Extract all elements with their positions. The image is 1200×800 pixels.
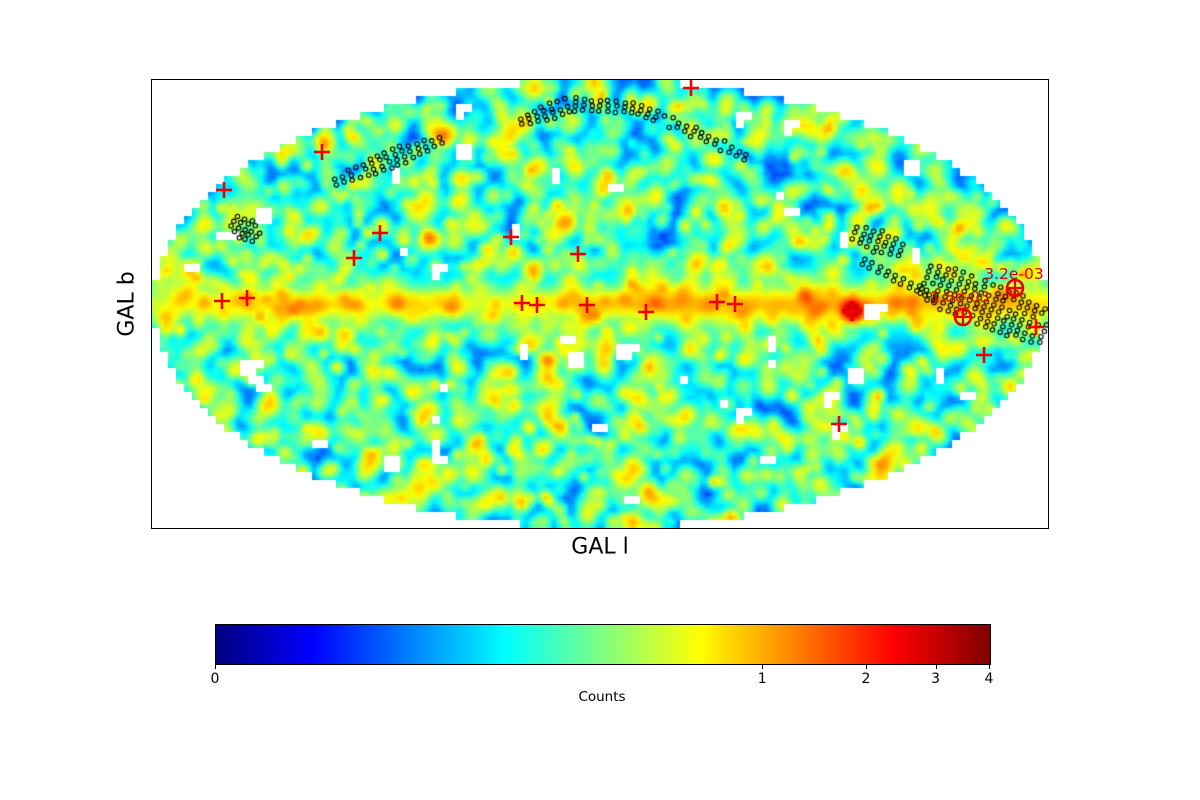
source-plus-marker: [239, 290, 255, 306]
colorbar-tick-mark: [215, 664, 216, 669]
colorbar-label: Counts: [578, 689, 626, 705]
detection-circled-plus-cross: [955, 309, 971, 325]
colorbar-tick-label: 2: [861, 671, 871, 687]
source-plus-marker: [831, 416, 847, 432]
source-plus-marker: [1028, 319, 1044, 335]
source-plus-marker: [579, 297, 595, 313]
bright-source-plus-marker: [842, 301, 862, 321]
source-plus-marker: [976, 347, 992, 363]
source-plus-marker: [638, 304, 654, 320]
colorbar-tick-mark: [762, 664, 764, 669]
colorbar-tick-label: 3: [931, 671, 941, 687]
detection-flux-label: 1.8e-03: [930, 288, 990, 306]
source-plus-marker: [683, 80, 699, 96]
source-plus-marker: [314, 144, 330, 160]
source-plus-marker: [727, 296, 743, 312]
detection-flux-label: 3.2e-03: [984, 265, 1044, 283]
sky-map-canvas: [152, 80, 1048, 528]
source-plus-marker: [216, 182, 232, 198]
source-plus-marker: [346, 250, 362, 266]
colorbar-tick-label: 4: [984, 671, 994, 687]
marker-overlay: 1.8e-03 3.2e-03: [214, 80, 1044, 432]
source-plus-marker: [514, 295, 530, 311]
colorbar-tick-label: 1: [757, 671, 767, 687]
y-axis-label: GAL b: [114, 271, 140, 337]
colorbar-gradient: [215, 624, 991, 665]
source-plus-marker: [709, 294, 725, 310]
colorbar-tick-mark: [989, 664, 990, 669]
colorbar-tick-mark: [865, 664, 867, 669]
source-plus-marker: [372, 225, 388, 241]
colorbar-tick-label: 0: [210, 671, 220, 687]
colorbar-tick-mark: [935, 664, 937, 669]
x-axis-label: GAL l: [571, 534, 629, 560]
source-plus-marker: [214, 293, 230, 309]
source-plus-marker: [503, 229, 519, 245]
source-plus-marker: [529, 297, 545, 313]
detection-circled-plus-cross: [1007, 280, 1023, 296]
source-plus-marker: [570, 246, 586, 262]
